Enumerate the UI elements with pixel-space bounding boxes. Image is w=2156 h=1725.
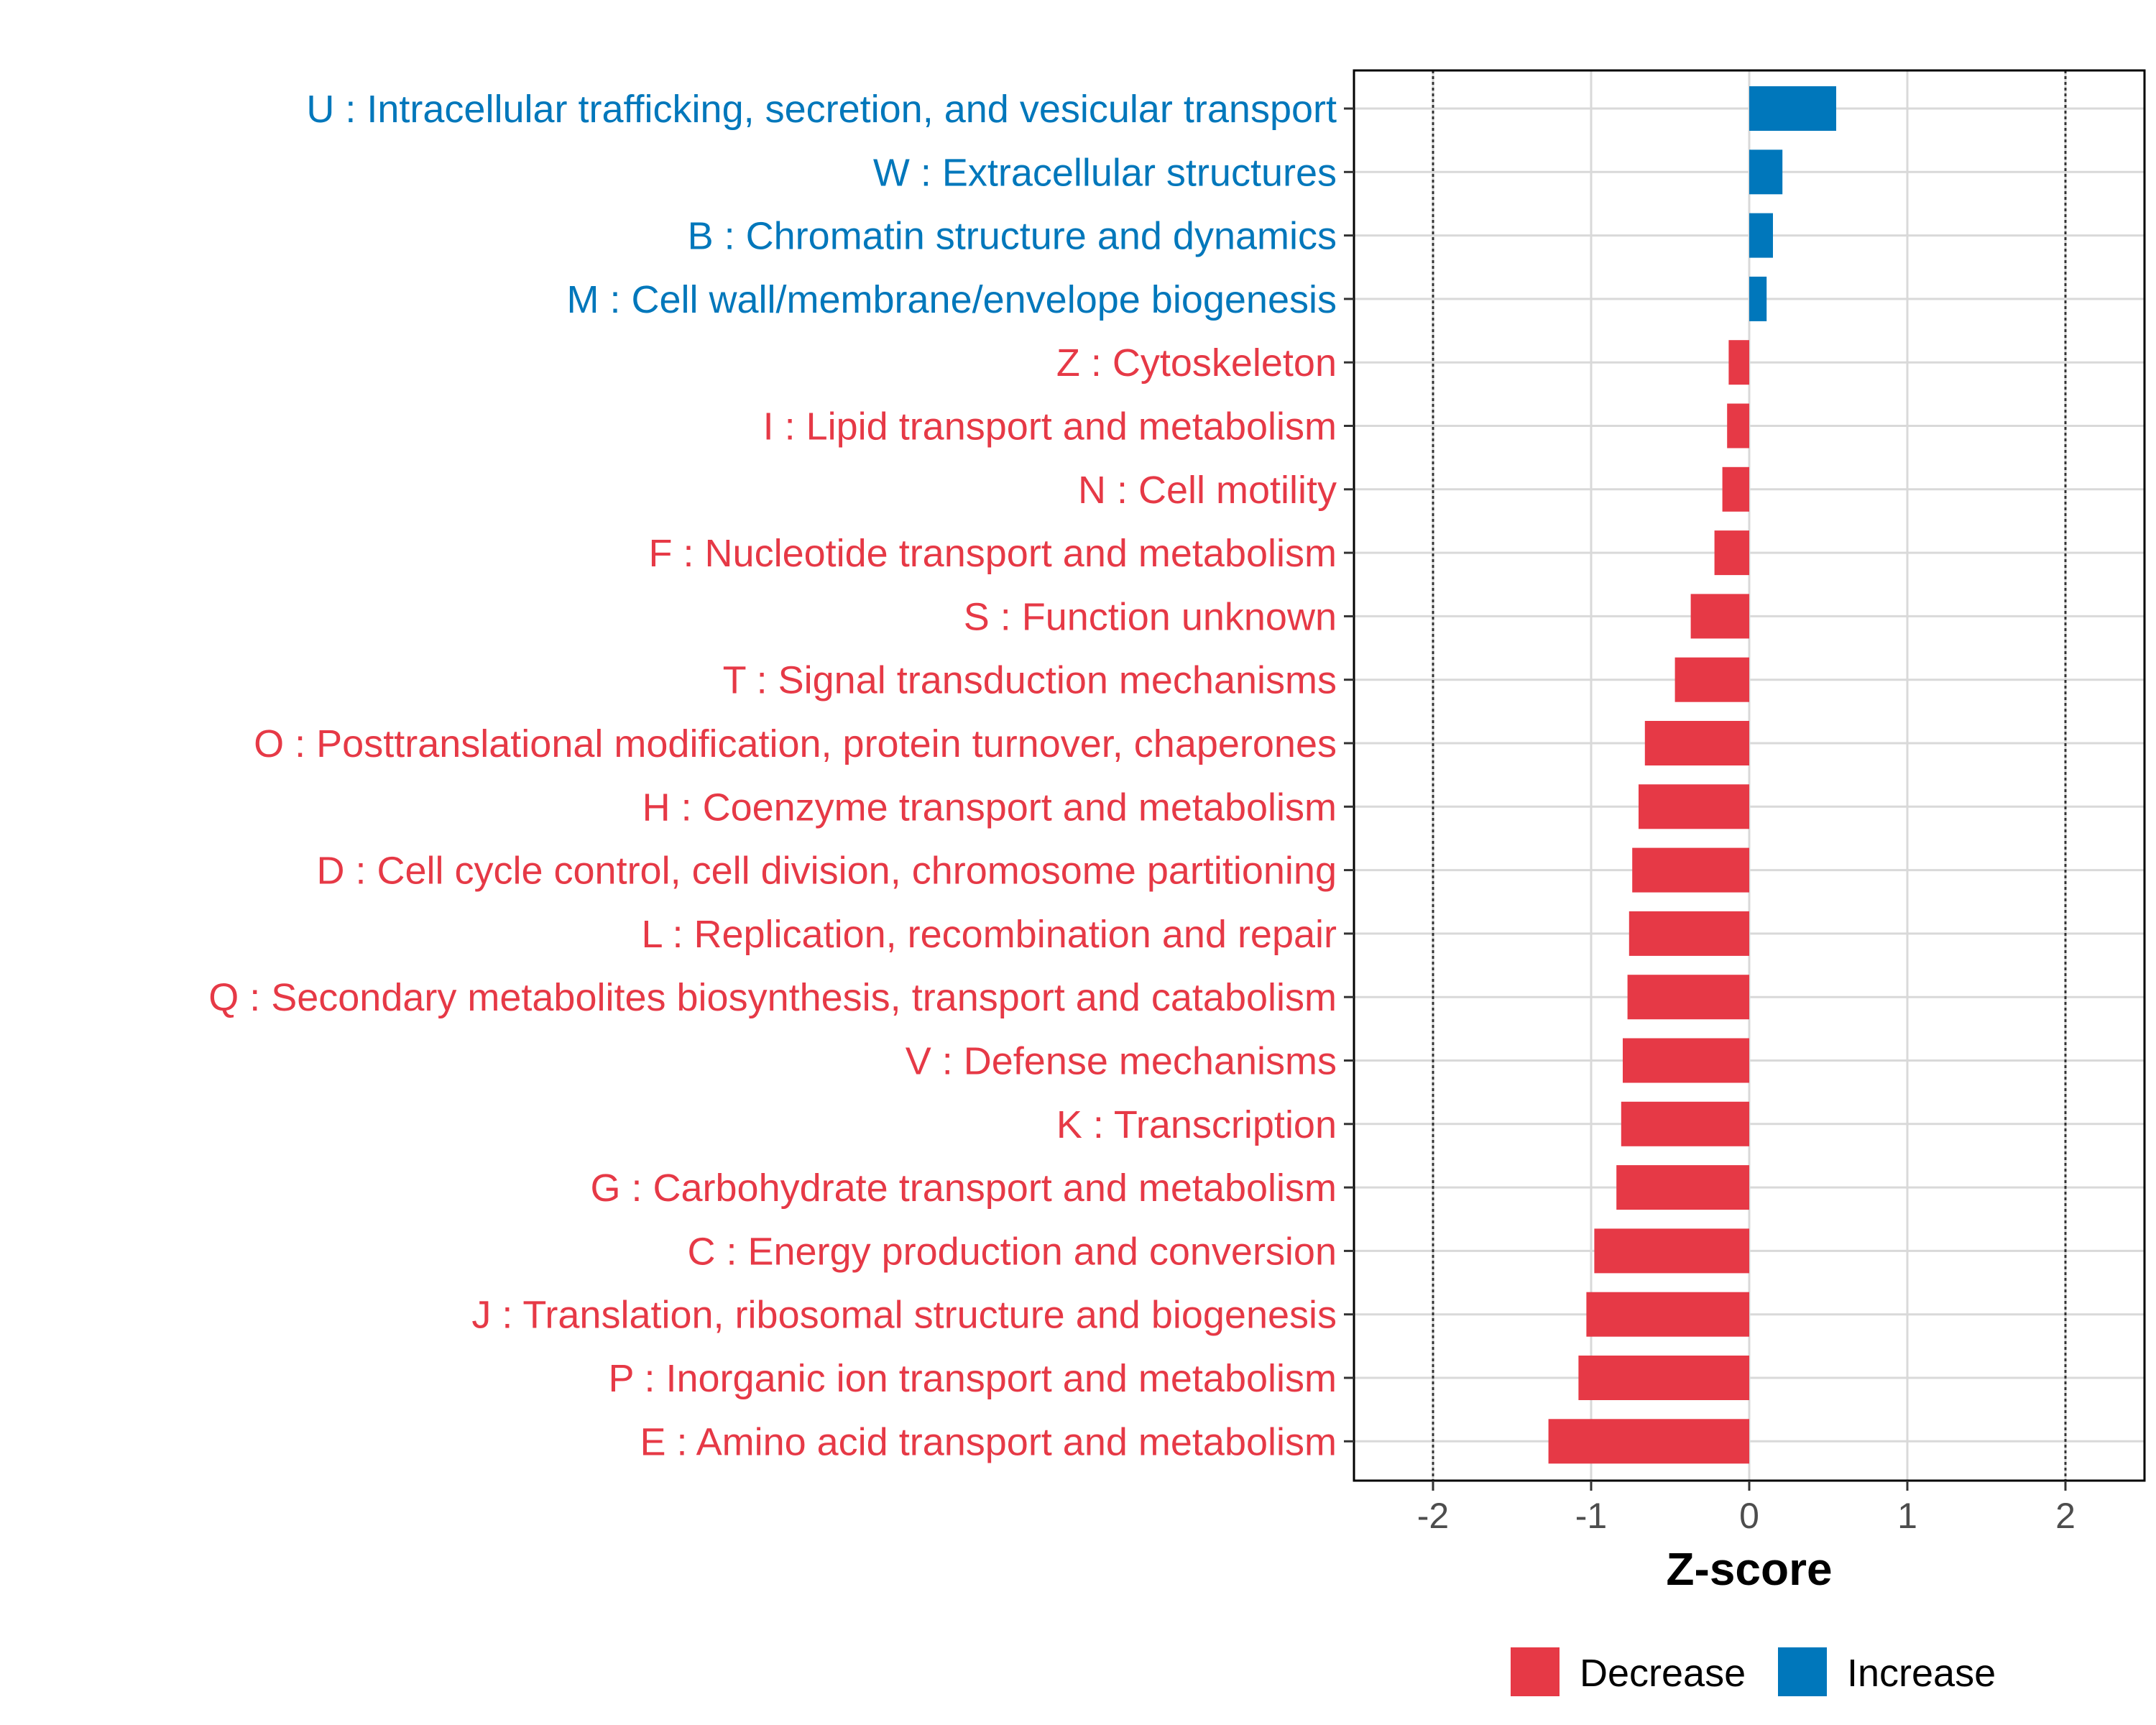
bar (1749, 213, 1773, 258)
bar (1548, 1419, 1749, 1464)
x-axis: -2 -1 0 1 2 (1417, 1481, 2076, 1536)
y-axis: U : Intracellular trafficking, secretion… (208, 88, 1354, 1463)
category-label: C : Energy production and conversion (687, 1230, 1337, 1273)
category-label: Z : Cytoskeleton (1056, 341, 1337, 385)
category-label: P : Inorganic ion transport and metaboli… (608, 1357, 1337, 1400)
bar (1594, 1228, 1749, 1274)
x-tick-label: 2 (2055, 1496, 2076, 1536)
bar (1749, 86, 1836, 131)
x-tick-label: -1 (1575, 1496, 1607, 1536)
category-label: E : Amino acid transport and metabolism (640, 1420, 1337, 1463)
category-label: I : Lipid transport and metabolism (763, 405, 1337, 448)
legend-swatch (1511, 1647, 1560, 1696)
bar (1616, 1165, 1749, 1210)
category-label: K : Transcription (1056, 1103, 1337, 1146)
x-axis-title: Z-score (1666, 1543, 1832, 1595)
category-label: U : Intracellular trafficking, secretion… (306, 88, 1337, 131)
bar (1728, 340, 1749, 385)
bar (1586, 1292, 1749, 1337)
bar (1674, 657, 1749, 702)
category-label: D : Cell cycle control, cell division, c… (316, 850, 1337, 893)
bar (1690, 594, 1749, 639)
bar (1632, 847, 1749, 893)
category-label: V : Defense mechanisms (906, 1040, 1337, 1083)
category-label: F : Nucleotide transport and metabolism (649, 532, 1337, 575)
category-label: O : Posttranslational modification, prot… (254, 722, 1337, 765)
category-label: B : Chromatin structure and dynamics (688, 215, 1337, 258)
bar (1628, 911, 1749, 956)
category-label: M : Cell wall/membrane/envelope biogenes… (566, 278, 1337, 321)
legend: Decrease Increase (1511, 1647, 1996, 1696)
bar (1644, 721, 1749, 765)
category-label: L : Replication, recombination and repai… (641, 913, 1337, 956)
bar (1639, 784, 1749, 829)
x-tick-label: -2 (1417, 1496, 1449, 1536)
legend-swatch (1778, 1647, 1827, 1696)
bar (1623, 1038, 1749, 1083)
bar-layer (1548, 86, 1836, 1464)
bar (1722, 466, 1749, 512)
category-label: S : Function unknown (964, 595, 1337, 638)
category-label: T : Signal transduction mechanisms (723, 659, 1337, 702)
category-label: N : Cell motility (1078, 469, 1337, 512)
x-tick-label: 1 (1897, 1496, 1917, 1536)
bar (1627, 975, 1749, 1020)
bar (1749, 276, 1767, 321)
bar (1621, 1101, 1749, 1146)
legend-label: Increase (1847, 1652, 1996, 1695)
category-label: Q : Secondary metabolites biosynthesis, … (208, 976, 1337, 1019)
bar (1749, 150, 1783, 195)
category-label: J : Translation, ribosomal structure and… (471, 1294, 1337, 1337)
bar (1727, 403, 1749, 448)
category-label: H : Coenzyme transport and metabolism (642, 786, 1337, 829)
category-label: G : Carbohydrate transport and metabolis… (591, 1167, 1337, 1210)
bar (1714, 530, 1749, 576)
category-label: W : Extracellular structures (873, 151, 1337, 194)
x-tick-label: 0 (1739, 1496, 1759, 1536)
reference-lines (1432, 70, 2067, 1481)
bar (1578, 1356, 1749, 1400)
legend-label: Decrease (1580, 1652, 1746, 1695)
